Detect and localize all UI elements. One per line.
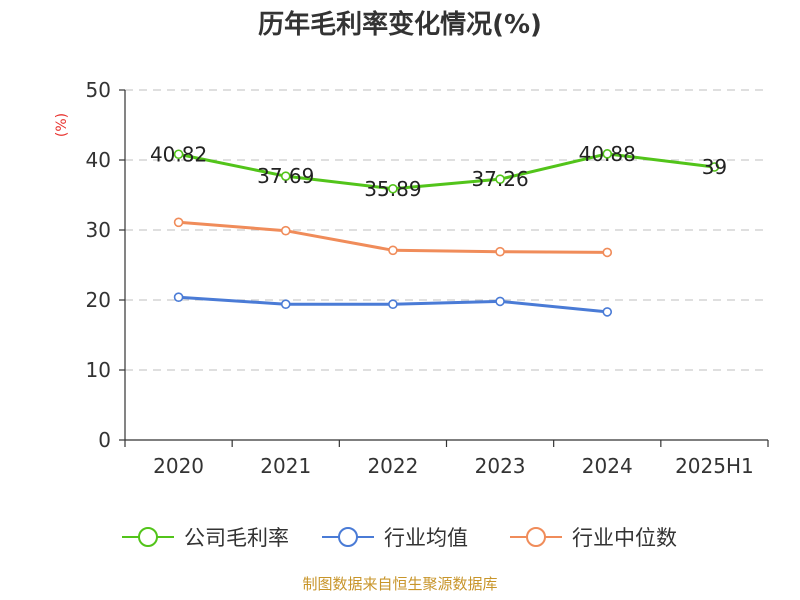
series-point-2 (495, 246, 505, 257)
y-axis-unit-label: (%) (54, 113, 70, 137)
series-point-1 (173, 292, 184, 303)
y-tick-label: 20 (86, 288, 111, 312)
series-lines (173, 149, 720, 317)
data-label: 40.82 (150, 142, 207, 166)
series-point-2 (388, 245, 398, 256)
data-labels: 40.82 37.69 35.89 37.26 40.88 39 (150, 142, 727, 201)
legend-label: 行业中位数 (572, 526, 677, 550)
legend-label: 公司毛利率 (184, 526, 289, 550)
data-label: 39 (702, 155, 727, 179)
series-point-0 (280, 171, 291, 181)
x-tick-label: 2025H1 (675, 454, 754, 478)
legend-label: 行业均值 (384, 526, 468, 550)
series-point-1 (388, 299, 398, 310)
series-point-1 (495, 296, 505, 307)
x-tick-label: 2020 (153, 454, 204, 478)
data-label: 40.88 (579, 142, 636, 166)
y-tick-label: 10 (86, 358, 111, 382)
series-point-0 (602, 149, 613, 159)
series-point-2 (173, 217, 184, 228)
legend: 公司毛利率 行业均值 行业中位数 (122, 526, 677, 550)
series-line-0 (177, 152, 716, 191)
legend-marker (138, 527, 158, 547)
series-point-0 (388, 183, 398, 194)
grid-lines (125, 89, 768, 371)
y-tick-label: 30 (86, 218, 111, 242)
series-point-0 (495, 174, 505, 184)
x-tick-label: 2023 (475, 454, 526, 478)
series-point-0 (173, 149, 184, 160)
chart-title: 历年毛利率变化情况(%) (258, 9, 542, 40)
data-label: 37.69 (257, 164, 314, 188)
x-tick-label: 2021 (260, 454, 311, 478)
series-point-2 (280, 225, 291, 236)
legend-marker (338, 527, 358, 547)
series-point-2 (602, 247, 613, 258)
legend-marker (526, 527, 546, 547)
axes: 0 10 20 30 40 50 2020 2021 2022 2023 2024 2025H1 (86, 78, 769, 478)
y-tick-label: 40 (86, 148, 111, 172)
x-tick-label: 2024 (582, 454, 633, 478)
y-tick-label: 0 (98, 428, 111, 452)
source-caption: 制图数据来自恒生聚源数据库 (302, 575, 497, 593)
series-point-1 (280, 299, 291, 310)
y-tick-label: 50 (86, 78, 111, 102)
data-label: 37.26 (471, 167, 528, 191)
data-label: 35.89 (364, 177, 421, 201)
x-tick-label: 2022 (367, 454, 418, 478)
series-point-1 (602, 307, 613, 317)
series-point-0 (709, 162, 720, 172)
